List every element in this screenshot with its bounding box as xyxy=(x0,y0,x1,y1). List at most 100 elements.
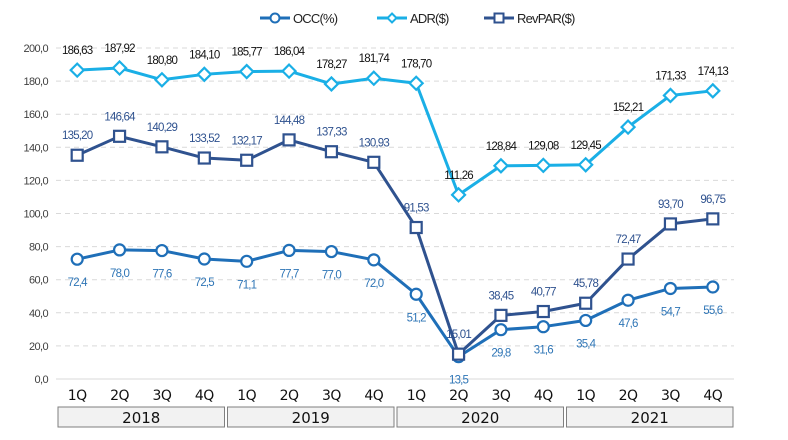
y-tick-label: 60,0 xyxy=(29,275,48,287)
legend: OCC(%) ADR($) RevPAR($) xyxy=(260,11,576,26)
revpar-point xyxy=(197,151,211,165)
occ-point xyxy=(324,244,339,259)
revpar-point xyxy=(240,153,254,167)
adr-series xyxy=(69,59,721,203)
x-tick-label: 3Q xyxy=(661,388,680,404)
revpar-point xyxy=(282,133,296,147)
occ-point xyxy=(409,287,423,301)
adr-point xyxy=(450,186,467,203)
y-tick-label: 0,0 xyxy=(35,374,49,386)
legend-item-occ: OCC(%) xyxy=(260,11,339,26)
occ-point xyxy=(282,243,296,258)
adr-data-label: 129,08 xyxy=(528,140,559,152)
revpar-data-label: 15,01 xyxy=(446,329,471,341)
occ-data-label: 35,4 xyxy=(576,338,597,350)
x-tick-label: 3Q xyxy=(491,388,510,404)
occ-data-label: 77,0 xyxy=(322,270,342,282)
occ-point xyxy=(494,323,508,337)
legend-label: ADR($) xyxy=(410,11,449,26)
series-lines xyxy=(69,59,721,364)
year-group-box xyxy=(227,406,395,428)
revpar-point xyxy=(451,347,466,361)
adr-data-label: 187,92 xyxy=(104,43,135,55)
occ-point xyxy=(536,320,550,334)
adr-data-label: 128,84 xyxy=(486,141,518,153)
revpar-data-label: 96,75 xyxy=(700,194,725,206)
legend-label: OCC(%) xyxy=(293,11,338,26)
y-tick-label: 140,0 xyxy=(23,142,48,154)
occ-data-label: 72,5 xyxy=(195,277,215,289)
occ-data-label: 71,1 xyxy=(237,279,257,291)
occ-point xyxy=(621,293,635,307)
occ-data-label: 72,4 xyxy=(68,277,89,289)
occ-data-label: 31,6 xyxy=(534,345,554,357)
occ-line xyxy=(76,248,713,359)
adr-point xyxy=(111,59,128,77)
adr-point xyxy=(238,63,255,80)
x-tick-label: 2Q xyxy=(619,388,638,404)
legend-label: RevPAR($) xyxy=(517,11,575,26)
adr-point xyxy=(620,119,637,136)
x-tick-label: 1Q xyxy=(407,388,426,404)
y-tick-label: 200,0 xyxy=(23,43,48,55)
adr-data-label: 129,45 xyxy=(571,140,602,152)
occ-data-label: 55,6 xyxy=(703,305,723,317)
revpar-data-label: 130,93 xyxy=(359,137,390,149)
adr-point xyxy=(492,157,509,174)
adr-line xyxy=(77,66,713,197)
revpar-point xyxy=(324,145,339,159)
data-labels: 72,4 78,0 77,6 72,5 71,1 77,7 77,0 72,0 51,2 13,5… xyxy=(62,43,729,387)
diamond-marker-icon xyxy=(386,12,398,24)
revpar-data-label: 91,53 xyxy=(404,203,429,215)
revpar-point xyxy=(579,296,593,310)
revpar-line xyxy=(76,134,713,356)
year-group-box xyxy=(396,406,564,428)
revpar-data-label: 137,33 xyxy=(316,127,347,139)
x-tick-label: 4Q xyxy=(364,388,383,404)
year-group-label: 2020 xyxy=(461,409,499,427)
x-axis: 1Q 2Q 3Q 4Q 1Q 2Q 3Q 4Q 1Q 2Q 3Q 4Q 1Q 2Q 3Q 4Q 2018 2019… xyxy=(57,388,734,428)
adr-point xyxy=(323,75,340,93)
year-group-label: 2018 xyxy=(122,409,160,427)
adr-point xyxy=(69,62,86,79)
occ-point xyxy=(70,252,84,266)
occ-point xyxy=(663,281,678,296)
revpar-point xyxy=(367,155,381,169)
adr-data-label: 186,63 xyxy=(62,45,93,57)
occ-point xyxy=(155,243,169,258)
adr-data-label: 178,70 xyxy=(401,58,432,70)
x-tick-label: 4Q xyxy=(195,388,214,404)
adr-data-label: 184,10 xyxy=(189,49,220,61)
y-tick-label: 120,0 xyxy=(23,175,48,187)
revpar-point xyxy=(494,308,508,322)
x-tick-label: 2Q xyxy=(280,388,299,404)
y-axis: 0,0 20,0 40,0 60,0 80,0 100,0 120,0 140,0 160,0 1… xyxy=(23,43,49,386)
adr-point xyxy=(408,75,425,92)
revpar-data-label: 146,64 xyxy=(104,111,136,123)
adr-data-label: 186,04 xyxy=(274,46,306,58)
revpar-data-label: 135,20 xyxy=(62,130,93,142)
occ-data-label: 77,6 xyxy=(152,269,172,281)
adr-data-label: 181,74 xyxy=(359,53,391,65)
revpar-data-label: 133,52 xyxy=(189,133,220,145)
x-tick-label: 4Q xyxy=(534,388,553,404)
revpar-point xyxy=(621,252,635,266)
adr-point xyxy=(662,87,679,104)
revpar-data-label: 144,48 xyxy=(274,115,305,127)
revpar-series xyxy=(70,129,720,361)
y-tick-label: 100,0 xyxy=(23,209,48,221)
revpar-data-label: 132,17 xyxy=(232,135,263,147)
revpar-data-label: 72,47 xyxy=(616,234,641,246)
revpar-point xyxy=(536,304,550,319)
adr-data-label: 178,27 xyxy=(316,59,347,71)
adr-point xyxy=(365,70,382,87)
adr-data-label: 174,13 xyxy=(698,66,729,78)
adr-data-label: 152,21 xyxy=(613,102,644,114)
revpar-point xyxy=(155,140,169,154)
adr-point xyxy=(577,156,594,173)
revpar-data-label: 38,45 xyxy=(489,290,514,302)
adr-data-label: 185,77 xyxy=(232,47,263,59)
adr-point xyxy=(196,66,213,83)
occ-point xyxy=(112,243,127,257)
revpar-data-label: 93,70 xyxy=(658,199,683,211)
